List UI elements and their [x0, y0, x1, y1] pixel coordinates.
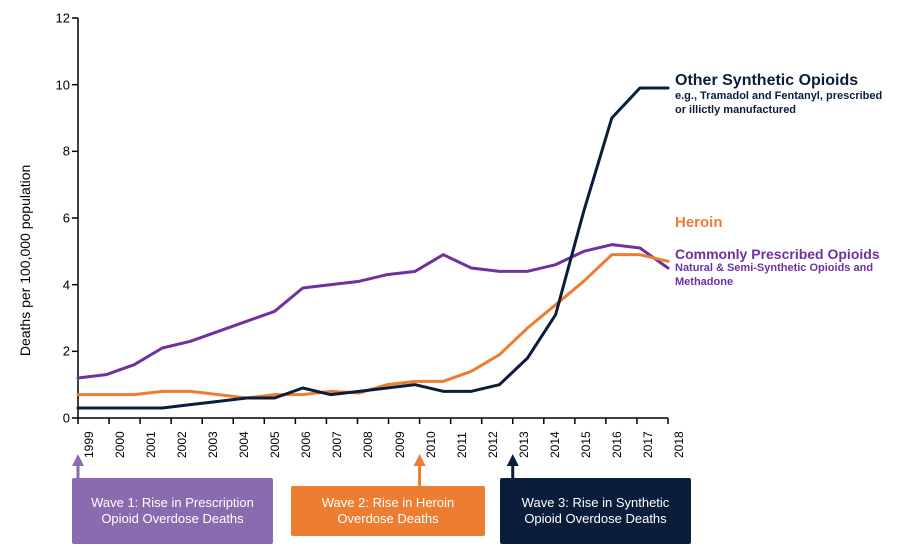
- series-label-heroin: Heroin: [675, 214, 723, 231]
- y-tick-label: 8: [48, 144, 70, 159]
- wave2-text: Wave 2: Rise in Heroin Overdose Deaths: [299, 495, 477, 528]
- x-tick-label: 2000: [113, 431, 127, 458]
- wave3-callout: Wave 3: Rise in Synthetic Opioid Overdos…: [500, 478, 691, 544]
- x-tick-label: 2015: [579, 431, 593, 458]
- x-tick-label: 2011: [455, 432, 469, 458]
- series-label-text: Other Synthetic Opioids: [675, 72, 858, 89]
- wave3-text: Wave 3: Rise in Synthetic Opioid Overdos…: [508, 495, 683, 528]
- x-tick-label: 1999: [82, 431, 96, 458]
- x-tick-label: 2003: [206, 431, 220, 458]
- x-tick-label: 2016: [610, 431, 624, 458]
- y-tick-label: 6: [48, 211, 70, 226]
- x-tick-label: 2007: [330, 431, 344, 458]
- x-tick-label: 2006: [299, 431, 313, 458]
- series-sublabel-text: e.g., Tramadol and Fentanyl, prescribed …: [675, 90, 895, 118]
- x-tick-label: 2001: [144, 431, 158, 458]
- x-tick-label: 2009: [393, 431, 407, 458]
- y-tick-label: 12: [48, 11, 70, 26]
- series-label-synthetic: Other Synthetic Opioidse.g., Tramadol an…: [675, 72, 895, 118]
- x-tick-label: 2012: [486, 431, 500, 458]
- x-tick-label: 2004: [237, 431, 251, 458]
- x-tick-label: 2002: [175, 431, 189, 458]
- wave2-callout: Wave 2: Rise in Heroin Overdose Deaths: [291, 486, 485, 536]
- x-tick-label: 2017: [641, 431, 655, 458]
- x-tick-label: 2014: [548, 431, 562, 458]
- x-tick-label: 2013: [517, 431, 531, 458]
- wave1-text: Wave 1: Rise in Prescription Opioid Over…: [80, 495, 265, 528]
- series-label-prescribed: Commonly Prescribed OpioidsNatural & Sem…: [675, 246, 895, 290]
- y-tick-label: 10: [48, 77, 70, 92]
- x-tick-label: 2018: [672, 431, 686, 458]
- x-tick-label: 2010: [424, 431, 438, 458]
- series-sublabel-text: Natural & Semi-Synthetic Opioids and Met…: [675, 262, 895, 290]
- series-label-text: Heroin: [675, 214, 723, 231]
- y-axis-title: Deaths per 100,000 population: [17, 165, 33, 356]
- y-tick-label: 4: [48, 277, 70, 292]
- y-tick-label: 0: [48, 411, 70, 426]
- wave1-callout: Wave 1: Rise in Prescription Opioid Over…: [72, 478, 273, 544]
- y-tick-label: 2: [48, 344, 70, 359]
- x-tick-label: 2005: [268, 431, 282, 458]
- series-label-text: Commonly Prescribed Opioids: [675, 246, 880, 262]
- x-tick-label: 2008: [361, 431, 375, 458]
- opioid-deaths-chart: Deaths per 100,000 population 0 2 4 6 8 10 12 1…: [0, 0, 900, 556]
